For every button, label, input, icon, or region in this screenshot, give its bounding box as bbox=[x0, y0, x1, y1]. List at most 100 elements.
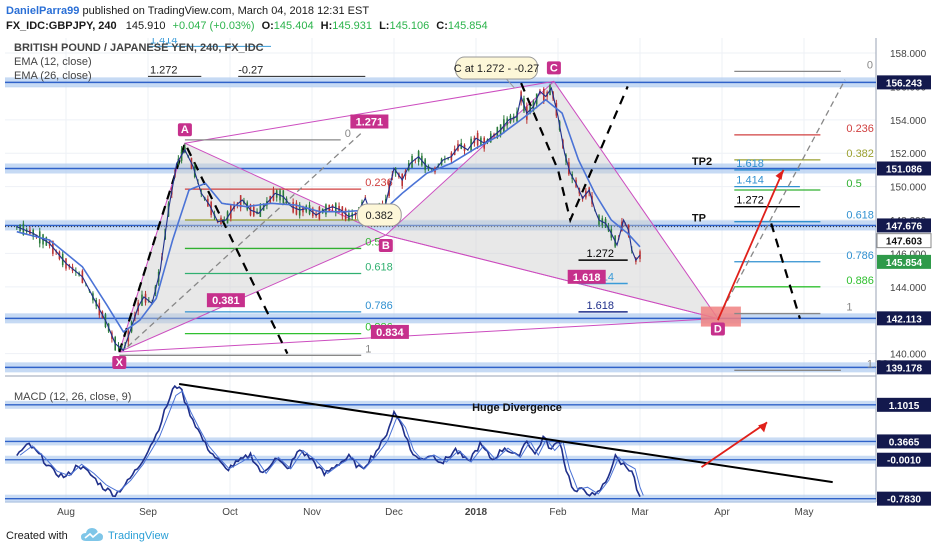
chart-header: DanielParra99 published on TradingView.c… bbox=[0, 0, 932, 38]
level-price-label: 156.243 bbox=[886, 78, 923, 89]
x-tick-label: Oct bbox=[222, 507, 238, 518]
ratio-box bbox=[370, 324, 409, 339]
level-price-label: 142.113 bbox=[886, 314, 922, 325]
macd-level-label: 0.3665 bbox=[889, 437, 920, 448]
x-tick-label: Mar bbox=[631, 507, 649, 518]
grid bbox=[5, 38, 877, 503]
fib-top-label: -0.27 bbox=[238, 64, 263, 76]
high-label: H: bbox=[320, 20, 333, 32]
ema-line bbox=[16, 98, 641, 334]
annotations: X A B C D 1.271 0.381 0.834 1.618 C at 1.272 - -0… bbox=[112, 56, 725, 369]
high-value: 145.931 bbox=[332, 20, 372, 32]
macd-level-box bbox=[877, 434, 931, 449]
x-tick-label: May bbox=[795, 507, 814, 518]
ohlc-line: FX_IDC:GBPJPY, 240 145.910 +0.047 (+0.03… bbox=[6, 20, 488, 33]
change-value: +0.047 (+0.03%) bbox=[172, 20, 255, 32]
x-tick-label: Nov bbox=[303, 507, 321, 518]
fib-right-label: 0.786 bbox=[846, 250, 874, 262]
macd-level-label: 1.1015 bbox=[889, 401, 920, 412]
fib-left-label: 0 bbox=[345, 128, 351, 140]
open-value: 145.404 bbox=[273, 20, 314, 32]
projection-zigzag-left bbox=[118, 140, 289, 355]
level-price-label: 147.676 bbox=[886, 221, 923, 232]
author-name[interactable]: DanielParra99 bbox=[6, 5, 80, 17]
macd-level-label: -0.0010 bbox=[887, 456, 921, 467]
y-tick-label: 140.000 bbox=[890, 350, 927, 361]
fib-left-label: 1 bbox=[365, 343, 371, 355]
ratio-label: 0.381 bbox=[212, 295, 240, 307]
callout-text: C at 1.272 - -0.27 bbox=[454, 63, 540, 75]
x-tick-label: Apr bbox=[714, 507, 730, 518]
projection-zigzag-mid bbox=[520, 82, 629, 224]
harmonic-pattern bbox=[118, 80, 741, 353]
ratio-label: 0.834 bbox=[376, 327, 404, 339]
macd-level-box bbox=[877, 397, 931, 412]
level-price-box bbox=[877, 218, 931, 233]
price-line bbox=[16, 86, 641, 352]
fib-right-label: 1 bbox=[846, 302, 852, 314]
y-tick-label: 158.000 bbox=[890, 49, 927, 60]
fib-mid-label: 1.272 bbox=[587, 248, 615, 260]
fib-right-label: 0.886 bbox=[846, 275, 874, 287]
level-price-box bbox=[877, 360, 931, 375]
xd-line bbox=[119, 318, 718, 353]
tradingview-brand[interactable]: TradingView bbox=[108, 530, 169, 542]
point-box-B bbox=[378, 239, 393, 253]
point-label-C: C bbox=[550, 62, 558, 74]
fib-left-label: 0.5 bbox=[365, 236, 380, 248]
fib-left-label: 0.618 bbox=[365, 261, 393, 273]
fib-top-label: 1.272 bbox=[150, 64, 178, 76]
fib-ext-label: 1.618 bbox=[736, 158, 764, 170]
published-text: published on TradingView.com, March 04, … bbox=[82, 5, 370, 17]
point-bubble bbox=[356, 203, 402, 227]
current-price-label: 145.854 bbox=[886, 258, 923, 269]
fib-right-label: 0.236 bbox=[846, 123, 874, 135]
callout-bubble bbox=[455, 56, 538, 80]
projection-paths bbox=[118, 79, 846, 355]
macd-level-label: -0.7830 bbox=[887, 495, 921, 506]
fib-left-label: 0.236 bbox=[365, 177, 393, 189]
divergence-annotation: Huge Divergence bbox=[472, 402, 562, 414]
chart-canvas[interactable]: 0 0.236 0.382 0.5 0.618 0.786 0.886 1 -0.27 1.272… bbox=[0, 38, 932, 520]
red-arrow-head bbox=[775, 169, 784, 180]
close-label: C: bbox=[436, 20, 448, 32]
bcd-triangle bbox=[384, 80, 720, 320]
target-label: TP2 bbox=[692, 156, 712, 168]
legend-title: BRITISH POUND / JAPANESE YEN, 240, FX_ID… bbox=[14, 42, 264, 54]
y-tick-label: 154.000 bbox=[890, 116, 927, 127]
symbol-line[interactable]: FX_IDC:GBPJPY, 240 bbox=[6, 20, 117, 32]
y-tick-label: 152.000 bbox=[890, 149, 927, 160]
fib-mid-label: 1.618 bbox=[587, 300, 615, 312]
callout-tail bbox=[506, 78, 515, 89]
low-label: L: bbox=[379, 20, 390, 32]
macd-arrow-head bbox=[758, 422, 768, 433]
dotted-price-label: 147.603 bbox=[886, 237, 923, 248]
dotted-price-box bbox=[876, 233, 932, 249]
fib-right-label: 0.618 bbox=[846, 210, 874, 222]
point-box-D bbox=[710, 322, 725, 336]
ratio-label: 1.271 bbox=[356, 117, 384, 129]
close-value: 145.854 bbox=[447, 20, 488, 32]
fib-ext-label: 1.414 bbox=[736, 175, 764, 187]
ratio-box bbox=[350, 114, 389, 129]
ratio-box bbox=[206, 293, 245, 308]
x-tick-label: 2018 bbox=[465, 507, 488, 518]
fib-top-label: 1.414 bbox=[150, 38, 178, 46]
x-tick-label: Feb bbox=[549, 507, 567, 518]
fib-left-label: 0.786 bbox=[365, 300, 393, 312]
legend-ema26: EMA (26, close) bbox=[14, 70, 92, 82]
ratio-box bbox=[567, 269, 606, 284]
created-with-text: Created with bbox=[6, 530, 68, 542]
low-value: 145.106 bbox=[389, 20, 430, 32]
macd-legend: MACD (12, 26, close, 9) bbox=[14, 391, 131, 403]
ratio-label: 1.618 bbox=[573, 272, 601, 284]
last-price: 145.910 bbox=[125, 20, 166, 32]
fib-right-label: 0.382 bbox=[846, 148, 874, 160]
x-tick-label: Aug bbox=[57, 507, 75, 518]
tradingview-cloud-icon bbox=[81, 528, 103, 541]
macd-panel: Huge Divergence bbox=[5, 382, 876, 503]
point-label-D: D bbox=[714, 324, 722, 336]
y-tick-label: 144.000 bbox=[890, 283, 927, 294]
level-price-label: 151.086 bbox=[886, 164, 923, 175]
level-price-box bbox=[877, 311, 931, 326]
